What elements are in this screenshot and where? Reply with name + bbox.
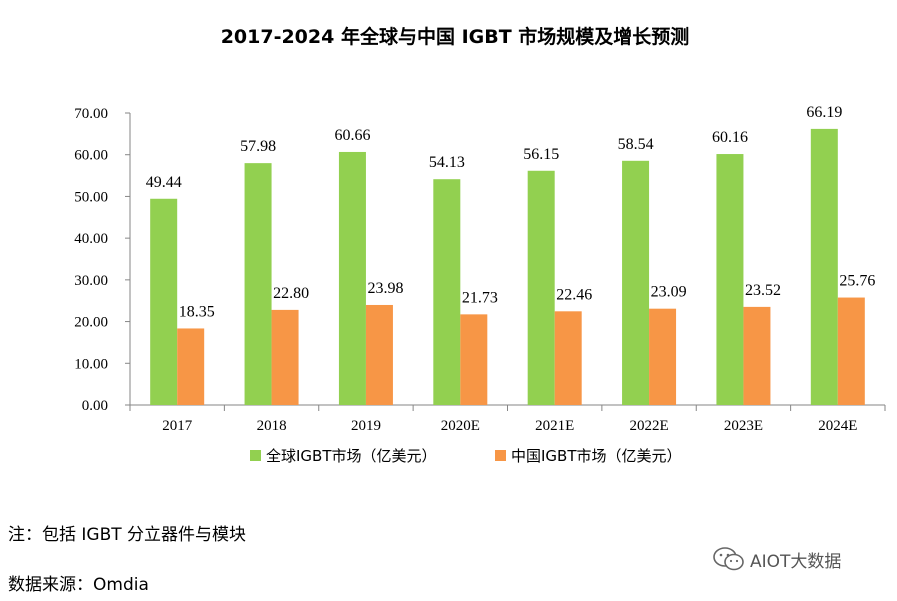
bar-china	[837, 297, 865, 405]
bar-global	[810, 128, 838, 406]
bar-global	[716, 154, 744, 405]
x-tick-label: 2017	[162, 418, 193, 434]
y-tick-label: 30.00	[74, 273, 108, 289]
data-label: 60.16	[712, 129, 748, 146]
y-tick-label: 60.00	[74, 148, 108, 164]
data-label: 54.13	[429, 154, 465, 171]
data-label: 25.76	[839, 273, 875, 290]
bar-china	[649, 308, 677, 405]
data-label: 23.09	[651, 284, 687, 301]
y-tick-label: 0.00	[82, 398, 108, 414]
y-tick-label: 10.00	[74, 356, 108, 372]
x-tick-label: 2020E	[441, 418, 480, 434]
chart-axes: 0.00 10.00 20.00 30.00 40.00 50.00 60.00 70.00 2…	[74, 106, 886, 434]
legend-label: 中国IGBT市场（亿美元）	[511, 447, 682, 465]
bar-global	[338, 151, 366, 405]
x-tick-label: 2021E	[535, 418, 574, 434]
data-label: 49.44	[146, 174, 182, 191]
data-label: 18.35	[179, 303, 215, 320]
data-label: 23.52	[745, 282, 781, 299]
y-tick-label: 20.00	[74, 315, 108, 331]
watermark: AIOT大数据	[712, 546, 841, 572]
bar-global	[433, 179, 461, 405]
legend-swatch	[250, 450, 261, 461]
chart-bars: 49.44 18.35 57.98 22.80 60.66 23.98 54.13 21.73…	[146, 104, 875, 406]
x-tick-label: 2024E	[818, 418, 857, 434]
bar-global	[527, 170, 555, 405]
data-source: 数据来源：Omdia	[8, 575, 149, 595]
bar-global	[244, 163, 272, 405]
bar-china	[365, 304, 393, 405]
data-label: 21.73	[462, 289, 498, 306]
x-tick-label: 2023E	[724, 418, 763, 434]
x-tick-label: 2019	[351, 418, 381, 434]
bar-global	[622, 160, 650, 405]
footnote: 注：包括 IGBT 分立器件与模块	[8, 525, 247, 545]
data-label: 56.15	[523, 146, 559, 163]
x-tick-label: 2018	[257, 418, 287, 434]
y-tick-label: 50.00	[74, 189, 108, 205]
legend-label: 全球IGBT市场（亿美元）	[266, 447, 437, 465]
bar-chart: 2017-2024 年全球与中国 IGBT 市场规模及增长预测 0.00 10.0…	[74, 25, 886, 465]
bar-china	[460, 314, 488, 405]
bar-global	[150, 198, 178, 405]
data-label: 23.98	[367, 280, 403, 297]
bar-china	[743, 306, 771, 405]
bar-china	[554, 311, 582, 405]
legend-swatch	[495, 450, 506, 461]
bar-china	[271, 309, 299, 405]
chart-legend: 全球IGBT市场（亿美元） 中国IGBT市场（亿美元）	[250, 447, 682, 465]
data-label: 22.80	[273, 285, 309, 302]
bar-china	[177, 328, 205, 405]
data-label: 66.19	[806, 104, 842, 121]
watermark-text: AIOT大数据	[750, 551, 842, 572]
data-label: 58.54	[618, 136, 654, 153]
data-label: 57.98	[240, 138, 276, 155]
y-tick-label: 70.00	[74, 106, 108, 122]
wechat-icon	[713, 547, 744, 571]
chart-title: 2017-2024 年全球与中国 IGBT 市场规模及增长预测	[221, 25, 690, 48]
x-tick-label: 2022E	[629, 418, 668, 434]
data-label: 22.46	[556, 286, 592, 303]
data-label: 60.66	[334, 127, 370, 144]
y-tick-label: 40.00	[74, 231, 108, 247]
